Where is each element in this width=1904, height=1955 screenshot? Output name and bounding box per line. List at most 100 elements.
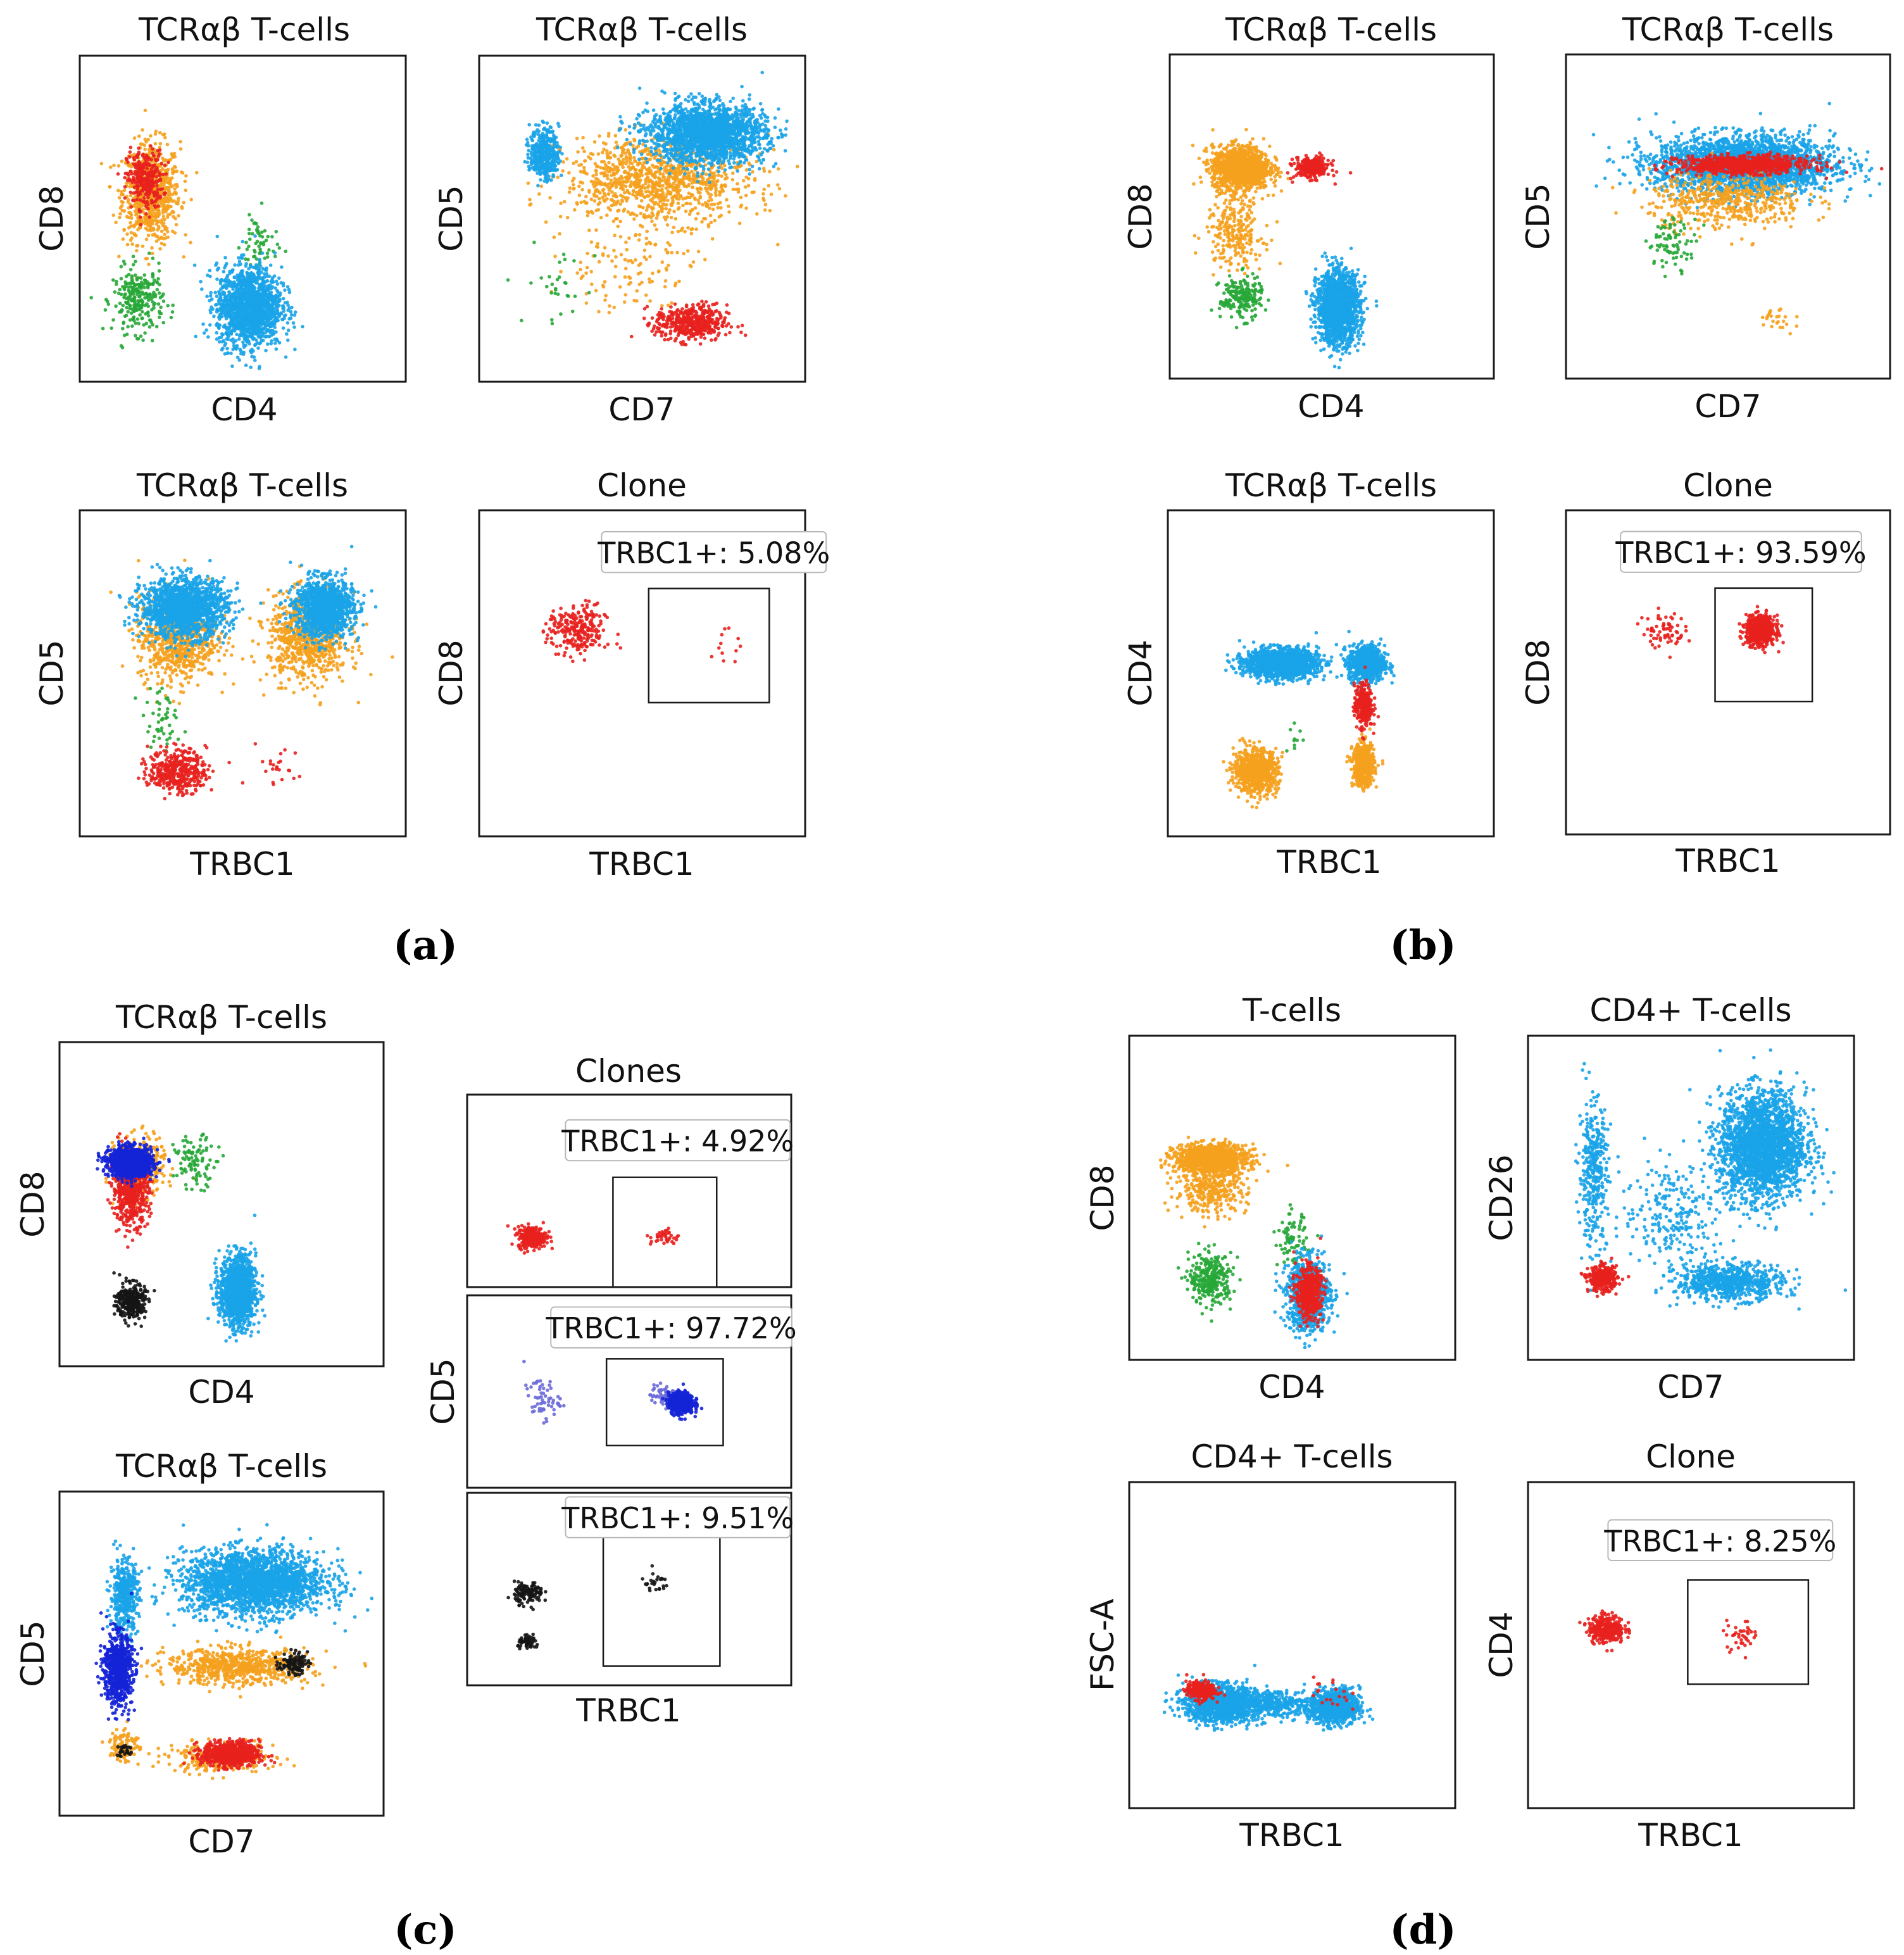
data-point: [622, 180, 626, 184]
data-point: [242, 253, 246, 257]
data-point: [628, 276, 632, 280]
data-point: [162, 183, 166, 187]
data-point: [146, 228, 150, 232]
data-point: [755, 212, 759, 216]
data-point: [254, 338, 258, 342]
data-point: [287, 287, 291, 292]
data-point: [131, 316, 135, 320]
data-point: [163, 159, 167, 163]
data-point: [247, 342, 251, 346]
data-point: [157, 291, 161, 295]
data-point: [687, 184, 691, 187]
data-point: [709, 220, 713, 225]
data-point: [274, 337, 279, 341]
data-point: [637, 157, 641, 161]
data-point: [151, 226, 155, 230]
data-point: [247, 227, 251, 232]
data-point: [129, 205, 133, 209]
points-a1: [89, 108, 304, 370]
data-point: [652, 165, 656, 169]
data-point: [285, 300, 289, 305]
data-point: [582, 166, 586, 170]
data-point: [145, 167, 149, 171]
data-point: [135, 317, 140, 321]
data-point: [639, 211, 643, 216]
data-point: [139, 286, 143, 291]
data-point: [225, 330, 229, 334]
data-point: [258, 260, 262, 265]
data-point: [229, 351, 233, 355]
data-point: [626, 171, 630, 175]
data-point: [158, 194, 163, 199]
data-point: [162, 132, 166, 136]
data-point: [128, 306, 132, 311]
data-point: [215, 268, 220, 272]
data-point: [247, 213, 251, 217]
data-point: [218, 302, 222, 306]
data-point: [260, 251, 265, 255]
data-point: [227, 334, 231, 339]
data-point: [260, 300, 264, 305]
data-point: [143, 192, 147, 197]
data-point: [259, 329, 263, 333]
data-point: [270, 276, 275, 280]
data-point: [664, 248, 668, 252]
data-point: [125, 306, 128, 310]
data-point: [559, 201, 563, 205]
data-point: [265, 255, 270, 259]
data-point: [558, 232, 561, 236]
data-point: [691, 260, 696, 264]
data-point: [159, 199, 163, 204]
data-point: [691, 193, 694, 198]
data-point: [737, 187, 741, 191]
data-point: [253, 321, 257, 325]
data-point: [699, 187, 703, 191]
data-point: [641, 110, 645, 115]
data-point: [116, 164, 121, 168]
data-point: [635, 196, 639, 201]
data-point: [146, 187, 151, 191]
data-point: [206, 335, 210, 339]
data-point: [253, 250, 257, 254]
data-point: [559, 270, 563, 273]
data-point: [248, 237, 252, 241]
data-point: [644, 182, 648, 185]
data-point: [589, 240, 594, 244]
data-point: [603, 280, 607, 284]
data-point: [120, 159, 124, 163]
data-point: [591, 211, 595, 215]
data-point: [236, 315, 240, 318]
data-point: [599, 215, 603, 220]
data-point: [161, 320, 165, 325]
data-point: [128, 146, 133, 149]
data-point: [250, 218, 254, 222]
data-point: [128, 268, 133, 272]
data-point: [595, 165, 599, 168]
data-point: [668, 191, 673, 195]
data-point: [141, 128, 144, 132]
data-point: [289, 313, 294, 317]
data-point: [144, 256, 148, 261]
data-point: [139, 334, 143, 338]
data-point: [286, 308, 291, 313]
data-point: [183, 179, 187, 184]
data-point: [615, 169, 620, 173]
data-point: [149, 204, 154, 209]
data-point: [273, 251, 277, 255]
data-point: [282, 306, 286, 310]
data-point: [139, 176, 144, 180]
data-point: [180, 206, 184, 210]
data-point: [135, 244, 140, 248]
data-point: [241, 314, 244, 318]
data-point: [626, 259, 630, 263]
data-point: [251, 303, 255, 307]
data-point: [579, 260, 583, 265]
data-point: [202, 331, 206, 335]
data-point: [660, 260, 665, 264]
data-point: [146, 310, 150, 314]
data-point: [266, 342, 270, 346]
data-point: [244, 298, 248, 302]
data-point: [199, 280, 203, 284]
data-point: [644, 236, 649, 241]
data-point: [150, 201, 154, 205]
